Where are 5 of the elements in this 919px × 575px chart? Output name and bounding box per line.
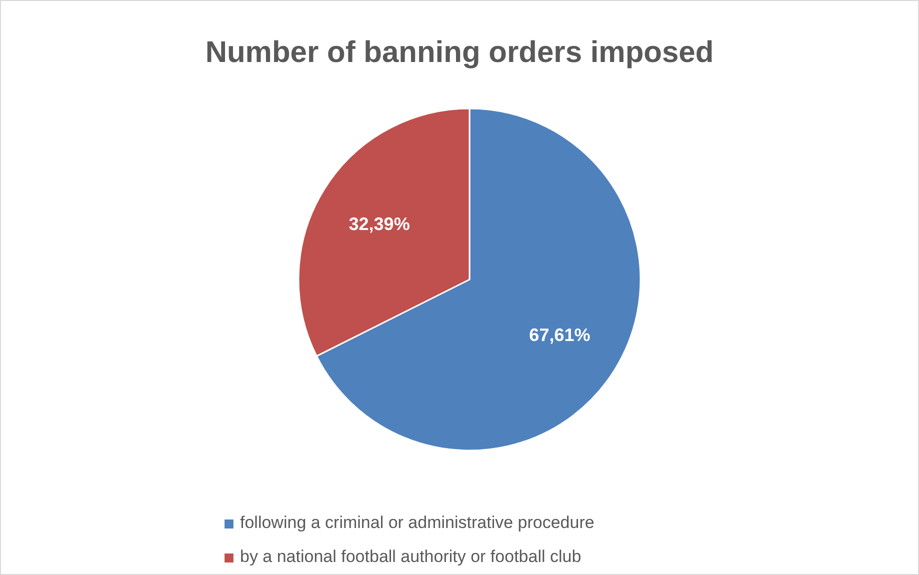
chart-title: Number of banning orders imposed: [205, 36, 714, 69]
data-label: 32,39%: [348, 214, 410, 234]
legend-label: following a criminal or administrative procedure: [240, 513, 594, 533]
data-label: 67,61%: [529, 325, 590, 346]
legend-label: by a national football authority or football club: [240, 547, 582, 567]
